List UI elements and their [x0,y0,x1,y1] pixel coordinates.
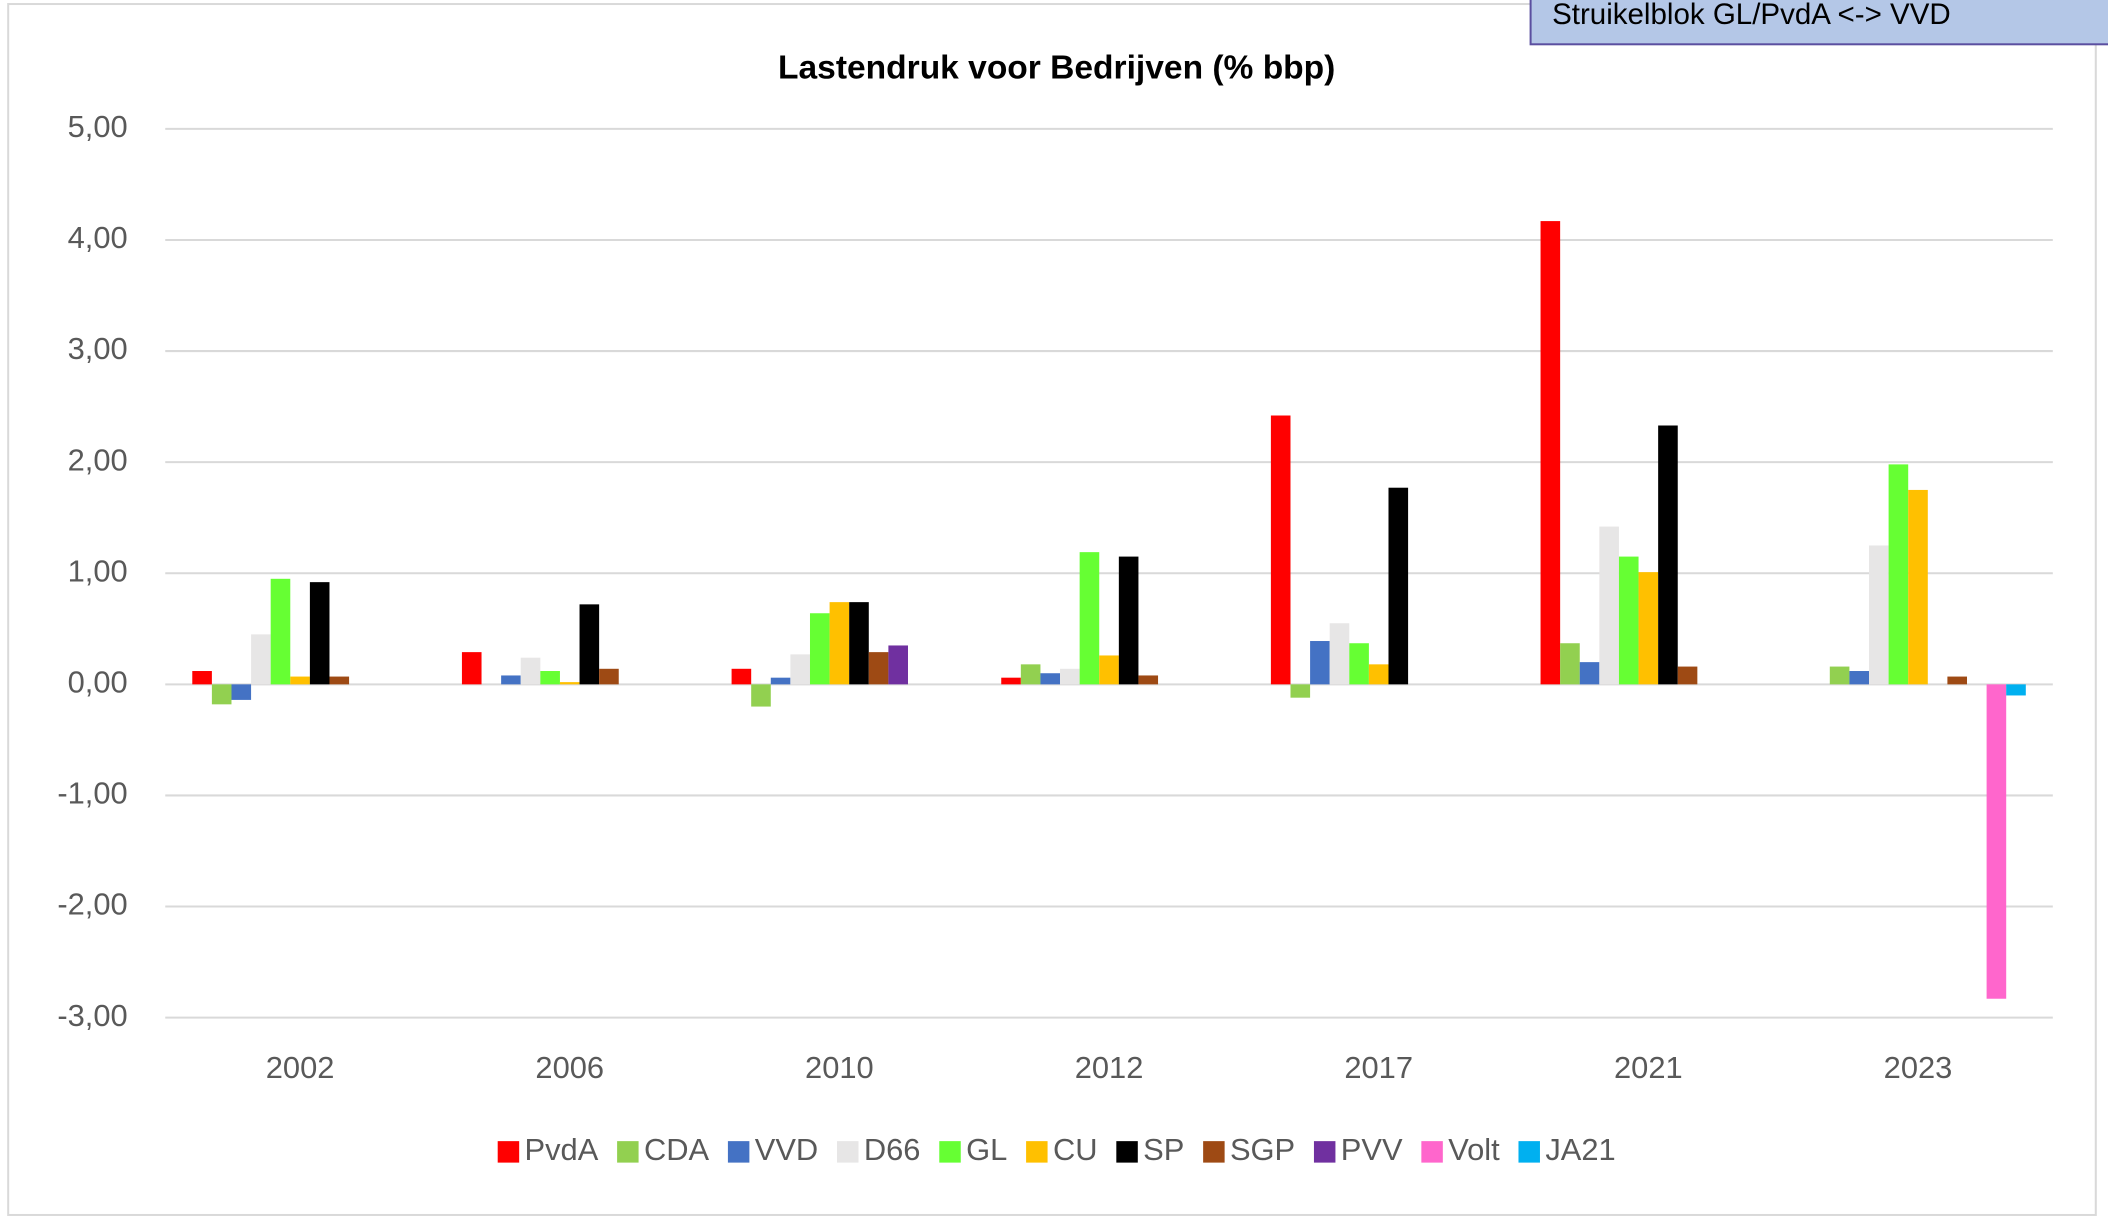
bar [1986,684,2007,999]
bar [1658,425,1678,685]
bar [270,578,291,685]
legend-label: Volt [1448,1132,1500,1167]
x-tick-label: 2006 [535,1050,604,1085]
bar [329,676,350,685]
bar [1579,662,1600,685]
legend-label: PvdA [525,1132,599,1167]
bar [829,602,850,685]
legend-label: D66 [864,1132,921,1167]
legend-swatch [1026,1141,1048,1163]
bar [849,602,869,685]
legend-swatch [1421,1141,1443,1163]
y-tick-label: 2,00 [68,442,128,477]
bar [868,652,889,685]
bar [1138,675,1159,685]
bar [1118,556,1139,685]
y-tick-label: 3,00 [68,331,128,366]
bar [1368,664,1389,685]
bar [1001,677,1021,685]
bar [1079,552,1100,685]
x-tick-label: 2010 [805,1050,874,1085]
bar [231,684,252,700]
legend-swatch [497,1141,520,1163]
bar [1099,655,1119,685]
legend-label: PVV [1341,1132,1403,1167]
bar [559,682,580,685]
legend-swatch [617,1141,639,1163]
legend-label: CDA [644,1132,710,1167]
bar [1869,545,1889,685]
bar [1349,643,1369,685]
legend-label: JA21 [1545,1132,1615,1167]
bar [1638,572,1659,685]
bar [540,671,560,685]
y-tick-label: -3,00 [57,998,127,1033]
legend-swatch [1518,1141,1540,1163]
y-tick-label: 0,00 [68,665,128,700]
x-tick-label: 2023 [1884,1050,1953,1085]
legend-label: VVD [755,1132,818,1167]
bar [2006,684,2026,696]
bar [192,671,212,685]
bar [1388,487,1409,685]
legend-swatch [939,1141,961,1163]
legend-label: SP [1143,1132,1184,1167]
x-tick-label: 2002 [266,1050,335,1085]
y-tick-label: -1,00 [57,776,127,811]
bar [1829,666,1850,685]
annotation: Struikelblok GL/PvdA <-> VVD [1552,0,1951,31]
bar [1310,641,1330,685]
bar [1560,643,1580,685]
legend-label: SGP [1230,1132,1295,1167]
legend-swatch [1116,1141,1138,1163]
chart-frame [7,3,2097,1216]
bar [579,604,600,685]
x-tick-label: 2017 [1344,1050,1413,1085]
legend-label: GL [966,1132,1007,1167]
y-tick-label: 5,00 [68,109,128,144]
bar [1329,623,1350,685]
bar [1947,676,1968,685]
bar [1888,464,1909,685]
bar [309,582,330,685]
bar [1677,666,1698,685]
bar [888,645,908,685]
bar [461,652,482,685]
bar [751,684,771,707]
legend-swatch [1313,1141,1336,1163]
bar [770,677,791,685]
bar [1849,671,1869,685]
bar [599,668,619,685]
bar [1270,415,1291,685]
bar [1040,673,1061,685]
bar [1060,668,1080,685]
x-tick-label: 2012 [1075,1050,1144,1085]
y-tick-label: -2,00 [57,887,127,922]
x-tick-label: 2021 [1614,1050,1683,1085]
bar [290,676,310,685]
legend-swatch [1203,1141,1225,1163]
legend-swatch [727,1141,750,1163]
bar [1908,489,1928,685]
bar [809,613,830,685]
bar [520,657,541,685]
bar [1290,684,1311,698]
bar [731,668,752,685]
bar [1020,664,1041,685]
y-tick-label: 4,00 [68,220,128,255]
bar [1599,526,1619,685]
chart-title: Lastendruk voor Bedrijven (% bbp) [778,50,1335,87]
annotation-box [1529,0,2108,46]
bar [1618,556,1639,685]
legend-swatch [837,1141,859,1163]
bar [501,675,521,685]
bar [251,634,271,685]
bar [1540,221,1561,685]
y-tick-label: 1,00 [68,553,128,588]
legend-label: CU [1053,1132,1098,1167]
bar [790,654,810,685]
bar [211,684,232,705]
